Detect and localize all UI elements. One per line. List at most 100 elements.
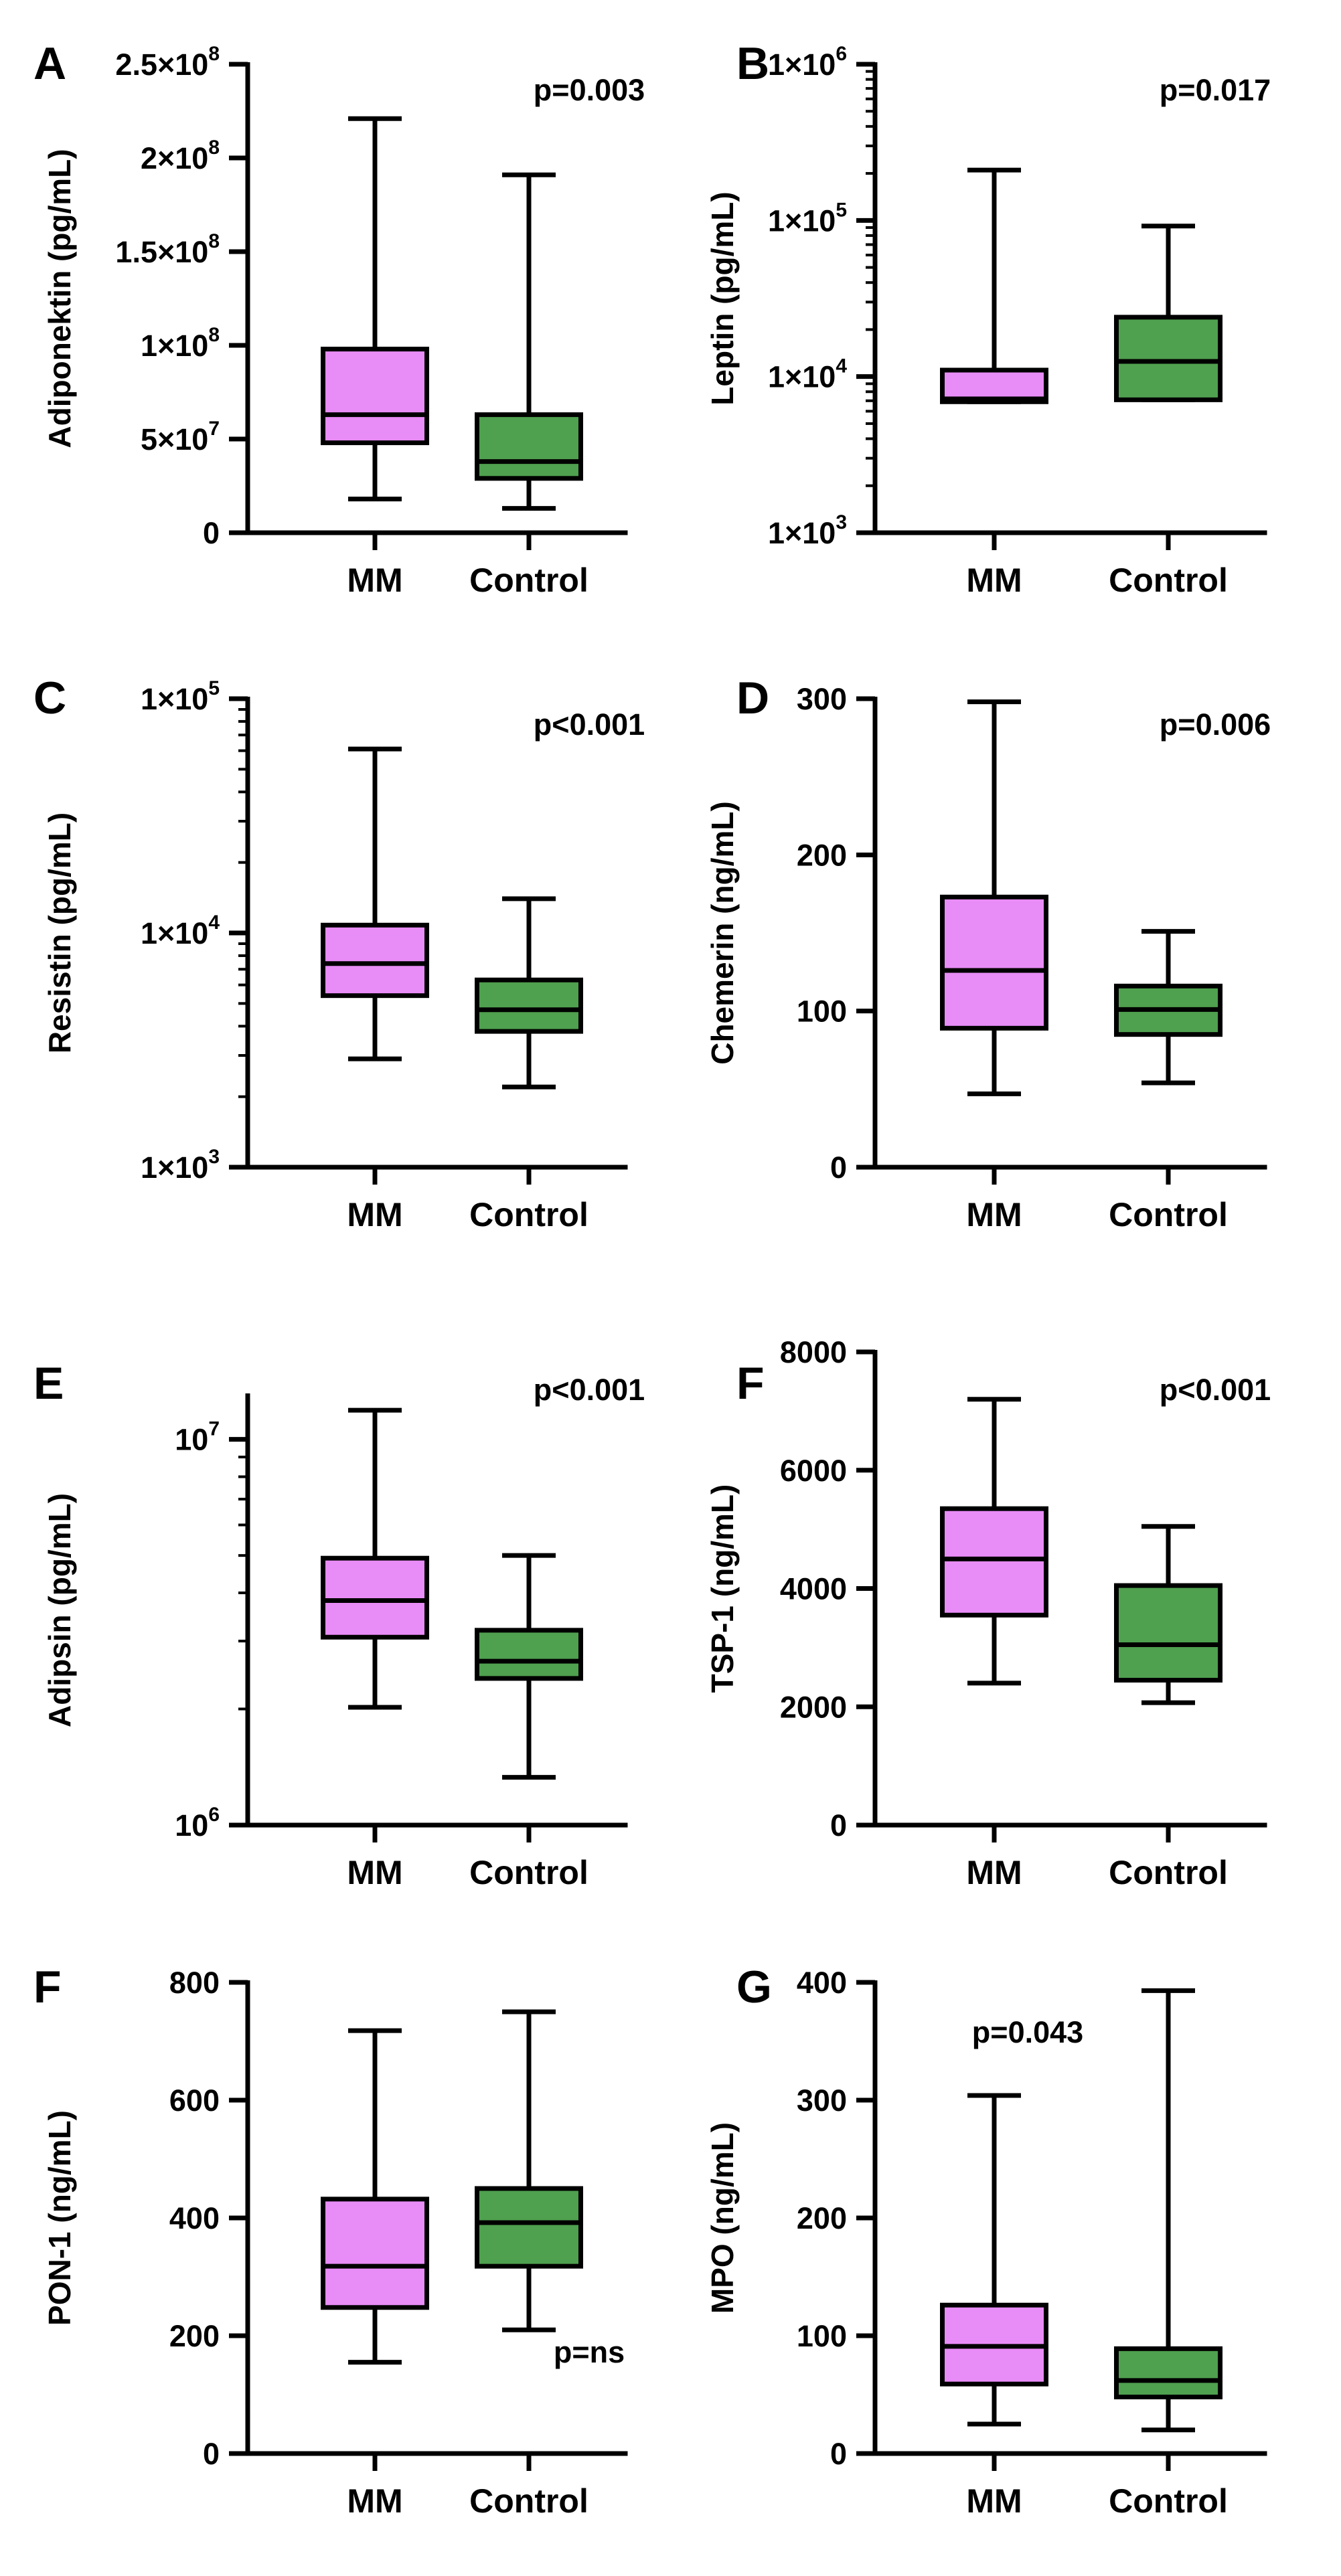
x-category-label: Control bbox=[1109, 1196, 1228, 1233]
y-tick-label: 5×107 bbox=[141, 418, 220, 456]
x-category-label: MM bbox=[347, 1196, 402, 1233]
y-tick-label: 0 bbox=[203, 516, 220, 550]
y-tick-label: 1×105 bbox=[768, 199, 847, 238]
x-category-label: MM bbox=[966, 562, 1022, 599]
p-value-label: p<0.001 bbox=[1160, 1373, 1271, 1407]
y-tick-label: 200 bbox=[169, 2319, 220, 2353]
box-control bbox=[1114, 1988, 1222, 2433]
y-tick-label: 0 bbox=[203, 2437, 220, 2471]
y-tick-label: 2000 bbox=[780, 1690, 847, 1724]
y-axis-title: PON-1 (ng/mL) bbox=[42, 2110, 77, 2326]
y-tick-label: 300 bbox=[797, 682, 847, 716]
y-axis-title: Adipsin (pg/mL) bbox=[42, 1493, 77, 1727]
x-category-label: MM bbox=[347, 2482, 402, 2520]
x-category-label: Control bbox=[1109, 1854, 1228, 1891]
iqr-box bbox=[321, 1555, 429, 1640]
p-value-label: p<0.001 bbox=[534, 707, 645, 742]
panel-f-pon-1: F PON-1 (ng/mL) 0 200 400 600 800 MM Control p=ns bbox=[33, 1962, 628, 2520]
iqr-box bbox=[940, 367, 1048, 404]
box-mm bbox=[940, 167, 1048, 404]
iqr-box bbox=[321, 347, 429, 446]
box-mm bbox=[321, 1407, 429, 1710]
y-tick-label: 1×105 bbox=[141, 677, 220, 716]
iqr-box bbox=[475, 977, 583, 1034]
y-axis-title: Chemerin (ng/mL) bbox=[705, 801, 740, 1065]
x-category-label: MM bbox=[347, 562, 402, 599]
iqr-box bbox=[940, 1506, 1048, 1618]
panel-letter: D bbox=[736, 673, 769, 723]
y-tick-label: 100 bbox=[797, 2319, 847, 2353]
y-tick-label: 200 bbox=[797, 838, 847, 872]
panel-letter: F bbox=[736, 1358, 765, 1409]
box-mm bbox=[940, 2093, 1048, 2427]
box-control bbox=[1114, 224, 1222, 402]
p-value-label: p=0.043 bbox=[972, 2015, 1083, 2049]
box-control bbox=[475, 1553, 583, 1780]
x-category-label: Control bbox=[469, 2482, 588, 2520]
panel-d-chemerin: D Chemerin (ng/mL) 0 100 200 300 MM Control p=0.… bbox=[705, 673, 1271, 1233]
p-value-label: p=0.006 bbox=[1160, 707, 1271, 742]
p-value-label: p=0.003 bbox=[534, 73, 645, 107]
y-axis-title: TSP-1 (ng/mL) bbox=[705, 1484, 740, 1693]
y-tick-label: 1×104 bbox=[768, 355, 847, 394]
iqr-box bbox=[475, 1628, 583, 1681]
panel-letter: G bbox=[736, 1962, 772, 2012]
box-control bbox=[475, 172, 583, 511]
y-tick-label: 1×103 bbox=[768, 511, 847, 550]
x-category-label: Control bbox=[1109, 2482, 1228, 2520]
y-tick-label: 200 bbox=[797, 2201, 847, 2235]
y-tick-label: 1×103 bbox=[141, 1146, 220, 1185]
y-tick-label: 0 bbox=[830, 2437, 847, 2471]
x-category-label: MM bbox=[347, 1854, 402, 1891]
y-axis-title: MPO (ng/mL) bbox=[705, 2122, 740, 2314]
x-category-label: MM bbox=[966, 2482, 1022, 2520]
x-category-label: MM bbox=[966, 1854, 1022, 1891]
panel-f-tsp-1: F TSP-1 (ng/mL) 0 2000 4000 6000 8000 MM Control… bbox=[705, 1335, 1271, 1891]
box-control bbox=[475, 2009, 583, 2332]
x-category-label: Control bbox=[469, 562, 588, 599]
iqr-box bbox=[940, 894, 1048, 1031]
panel-letter: C bbox=[33, 673, 66, 723]
y-tick-label: 6000 bbox=[780, 1454, 847, 1488]
box-mm bbox=[321, 116, 429, 502]
x-category-label: Control bbox=[469, 1196, 588, 1233]
panel-b-leptin: B Leptin (pg/mL) 1×103 1×104 1×105 1×106 MM Con… bbox=[705, 38, 1271, 599]
y-tick-label: 1×106 bbox=[768, 43, 847, 82]
panel-letter: F bbox=[33, 1962, 62, 2012]
iqr-box bbox=[1114, 315, 1222, 402]
panel-letter: E bbox=[33, 1358, 64, 1409]
x-category-label: MM bbox=[966, 1196, 1022, 1233]
x-category-label: Control bbox=[469, 1854, 588, 1891]
box-mm bbox=[940, 1397, 1048, 1686]
y-tick-label: 107 bbox=[175, 1418, 220, 1457]
iqr-box bbox=[475, 2186, 583, 2269]
panel-g-mpo: G MPO (ng/mL) 0 100 200 300 400 MM Control p=0.04… bbox=[705, 1962, 1267, 2520]
y-tick-label: 800 bbox=[169, 1966, 220, 2000]
y-tick-label: 2.5×108 bbox=[115, 43, 220, 82]
iqr-box bbox=[1114, 2346, 1222, 2400]
y-tick-label: 1.5×108 bbox=[115, 230, 220, 269]
iqr-box bbox=[475, 412, 583, 481]
panel-e-adipsin: E Adipsin (pg/mL) 106 107 MM Control p<0.001 bbox=[33, 1358, 645, 1891]
y-tick-label: 4000 bbox=[780, 1572, 847, 1606]
panel-a-adiponektin: A Adiponektin (pg/mL) 0 5×107 1×108 1.5×108 2×… bbox=[33, 38, 645, 599]
box-mm bbox=[321, 2028, 429, 2365]
y-tick-label: 0 bbox=[830, 1150, 847, 1185]
y-tick-label: 1×108 bbox=[141, 324, 220, 363]
panel-letter: B bbox=[736, 38, 769, 89]
iqr-box bbox=[1114, 1583, 1222, 1683]
y-axis-title: Resistin (pg/mL) bbox=[42, 812, 77, 1053]
y-tick-label: 400 bbox=[797, 1966, 847, 2000]
y-tick-label: 8000 bbox=[780, 1335, 847, 1369]
box-mm bbox=[321, 746, 429, 1061]
p-value-label: p<0.001 bbox=[534, 1373, 645, 1407]
y-tick-label: 400 bbox=[169, 2201, 220, 2235]
box-control bbox=[1114, 1524, 1222, 1705]
iqr-box bbox=[321, 922, 429, 999]
panel-letter: A bbox=[33, 38, 66, 89]
x-category-label: Control bbox=[1109, 562, 1228, 599]
box-control bbox=[1114, 929, 1222, 1086]
y-tick-label: 600 bbox=[169, 2083, 220, 2118]
y-tick-label: 0 bbox=[830, 1808, 847, 1842]
